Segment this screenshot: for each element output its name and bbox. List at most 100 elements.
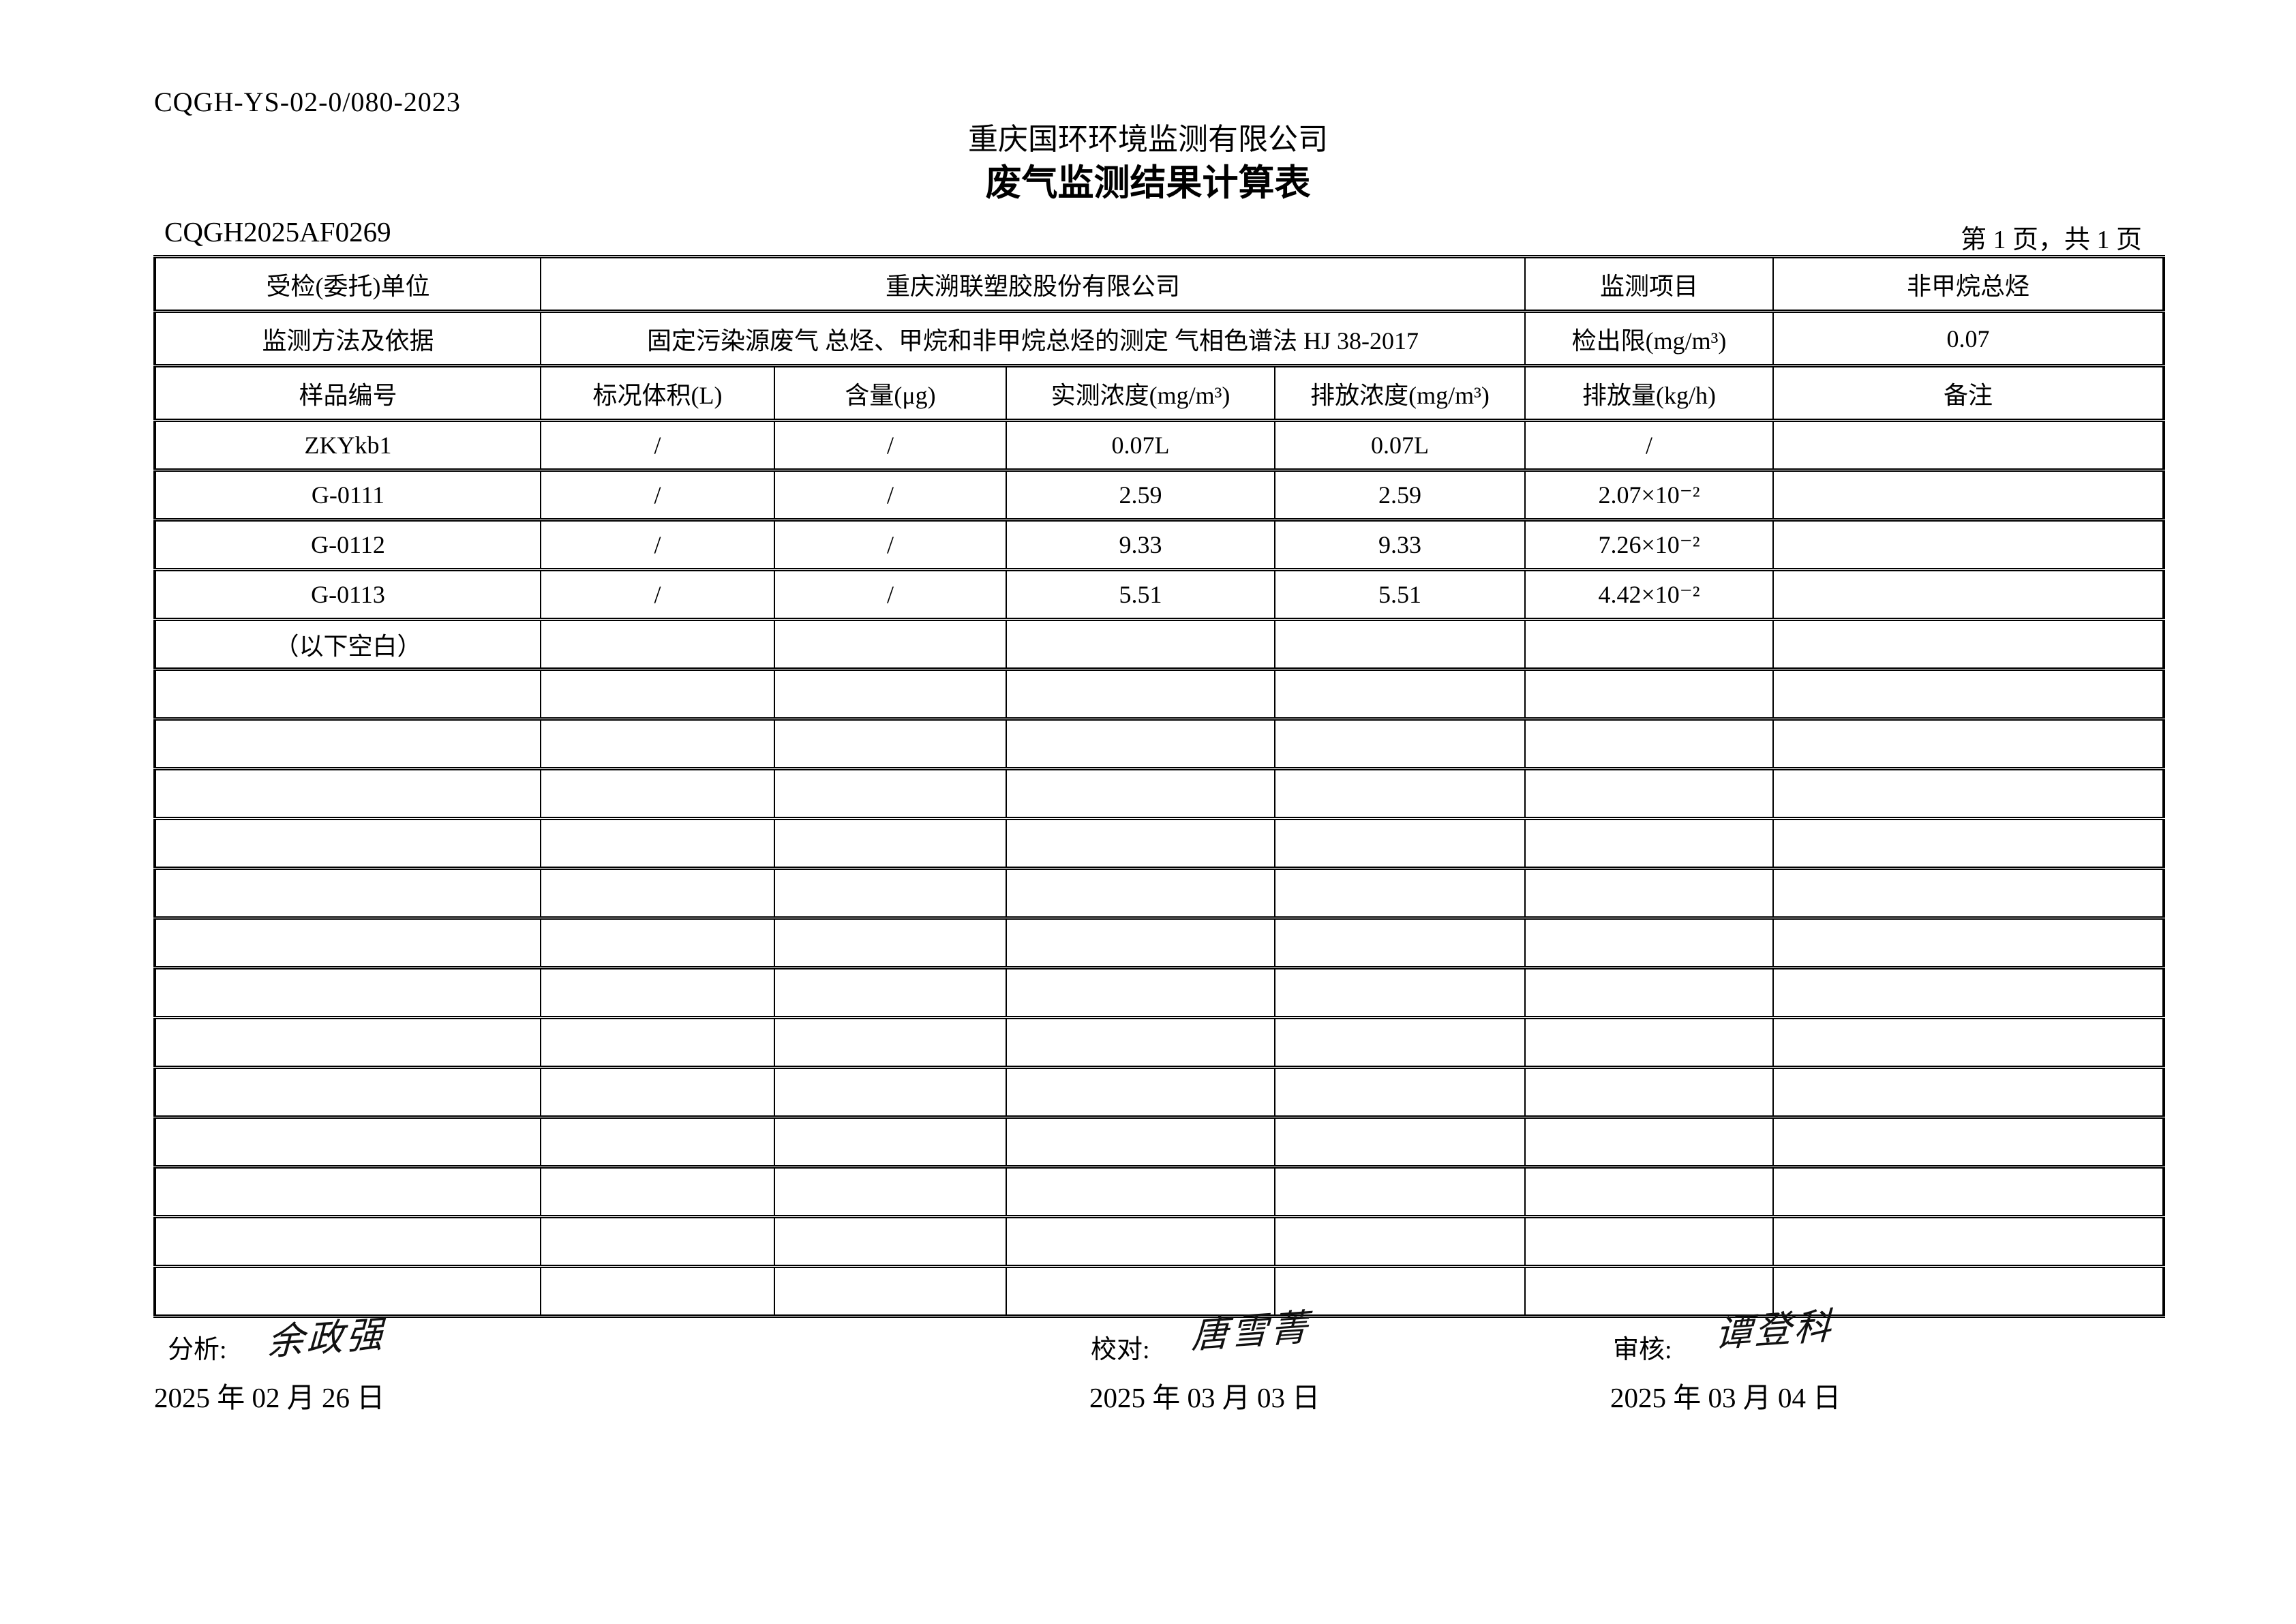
table-cell — [1006, 717, 1275, 770]
table-cell — [1772, 1016, 2165, 1069]
table-cell — [1273, 916, 1526, 969]
table-cell — [1273, 767, 1526, 820]
table-cell — [1772, 618, 2165, 671]
table-cell — [154, 1016, 541, 1069]
table-cell — [1524, 717, 1774, 770]
table-cell — [1772, 717, 2165, 770]
table-cell — [154, 867, 541, 920]
table-cell — [774, 667, 1007, 721]
table-cell — [774, 618, 1007, 671]
table-cell — [1524, 1115, 1774, 1169]
table-cell — [540, 618, 775, 671]
header-sample-id: 样品编号 — [154, 364, 541, 422]
table-cell — [1273, 667, 1526, 721]
analyst-label: 分析: — [168, 1336, 227, 1364]
results-table: 受检(委托)单位 重庆溯联塑胶股份有限公司 监测项目 非甲烷总烃 监测方法及依据… — [153, 255, 2166, 1318]
table-cell — [1772, 867, 2165, 920]
table-cell — [1006, 916, 1275, 969]
table-cell: 2.59 — [1273, 468, 1526, 522]
table-row — [154, 817, 2165, 870]
table-cell — [1524, 1265, 1774, 1318]
table-cell — [1772, 1066, 2165, 1119]
table-cell — [1524, 966, 1774, 1019]
header-measured-concentration: 实测浓度(mg/m³) — [1006, 364, 1275, 422]
table-cell — [774, 1016, 1007, 1069]
table-cell — [1006, 1115, 1275, 1169]
table-cell — [1273, 867, 1526, 920]
table-cell: / — [1524, 419, 1774, 472]
table-cell — [540, 767, 775, 820]
table-cell — [154, 717, 541, 770]
table-row — [154, 916, 2165, 969]
table-cell — [1273, 1115, 1526, 1169]
table-cell — [1273, 1066, 1526, 1119]
table-cell — [1524, 667, 1774, 721]
checker-signature: 唐雪菁 — [1190, 1306, 1311, 1357]
client-info-row: 受检(委托)单位 重庆溯联塑胶股份有限公司 监测项目 非甲烷总烃 — [154, 255, 2165, 313]
table-row: G-0112//9.33 9.33 7.26×10⁻² — [154, 518, 2165, 571]
table-cell — [1273, 1165, 1526, 1218]
page-number-info: 第 1 页，共 1 页 — [1960, 226, 2142, 254]
document-code: CQGH-YS-02-0/080-2023 — [154, 87, 461, 117]
table-cell: 7.26×10⁻² — [1524, 518, 1774, 571]
table-cell — [1524, 618, 1774, 671]
table-cell — [1524, 1066, 1774, 1119]
reviewer-signature: 谭登科 — [1714, 1305, 1834, 1355]
table-cell — [1772, 1215, 2165, 1268]
table-cell — [1524, 1165, 1774, 1218]
table-row: G-0111//2.59 2.59 2.07×10⁻² — [154, 468, 2165, 522]
table-cell — [1524, 1016, 1774, 1069]
table-cell — [1524, 867, 1774, 920]
method-label-cell: 监测方法及依据 — [154, 310, 541, 367]
reviewer-label: 审核: — [1613, 1336, 1672, 1364]
table-row — [154, 1016, 2165, 1069]
table-row — [154, 867, 2165, 920]
table-cell — [154, 817, 541, 870]
table-cell — [1772, 916, 2165, 969]
table-cell — [1524, 767, 1774, 820]
project-value-cell: 非甲烷总烃 — [1772, 255, 2165, 313]
table-cell — [1273, 1265, 1526, 1318]
table-cell — [1273, 618, 1526, 671]
table-row — [154, 1165, 2165, 1218]
table-cell — [540, 1016, 775, 1069]
table-cell: / — [540, 419, 775, 472]
table-cell — [154, 1066, 541, 1119]
table-cell — [154, 1165, 541, 1218]
table-cell — [1772, 966, 2165, 1019]
table-cell — [1273, 1016, 1526, 1069]
table-cell — [540, 817, 775, 870]
table-cell — [1006, 618, 1275, 671]
table-cell — [1524, 817, 1774, 870]
table-cell — [1772, 767, 2165, 820]
table-cell — [1772, 1265, 2165, 1318]
table-cell — [1772, 1165, 2165, 1218]
table-row: ZKYkb1//0.07L 0.07L / — [154, 419, 2165, 472]
table-cell — [774, 1215, 1007, 1268]
table-cell: / — [540, 468, 775, 522]
table-cell: G-0113 — [154, 568, 541, 621]
table-cell — [1006, 1215, 1275, 1268]
table-cell — [1006, 1265, 1275, 1318]
table-cell — [540, 1265, 775, 1318]
table-cell — [1772, 667, 2165, 721]
table-row: G-0113//5.51 5.51 4.42×10⁻² — [154, 568, 2165, 621]
table-cell — [1524, 1215, 1774, 1268]
table-cell — [774, 817, 1007, 870]
table-cell — [540, 1066, 775, 1119]
table-cell — [1772, 468, 2165, 522]
table-cell — [1006, 1165, 1275, 1218]
table-cell — [1772, 568, 2165, 621]
header-content: 含量(μg) — [774, 364, 1007, 422]
header-standard-volume: 标况体积(L) — [540, 364, 775, 422]
table-row — [154, 1115, 2165, 1169]
table-cell — [774, 1115, 1007, 1169]
client-value-cell: 重庆溯联塑胶股份有限公司 — [539, 255, 1526, 313]
method-value-cell: 固定污染源废气 总烃、甲烷和非甲烷总烃的测定 气相色谱法 HJ 38-2017 — [539, 310, 1526, 367]
table-cell — [774, 1265, 1007, 1318]
table-cell: / — [774, 518, 1007, 571]
table-cell: / — [774, 568, 1007, 621]
table-cell — [154, 1115, 541, 1169]
detection-limit-value-cell: 0.07 — [1772, 310, 2165, 367]
